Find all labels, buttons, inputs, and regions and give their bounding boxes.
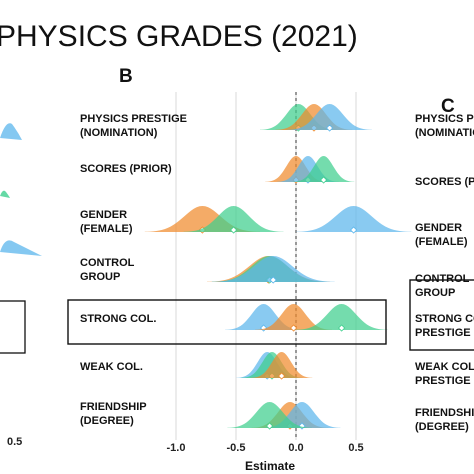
row-label-3: CONTROL GROUP	[80, 257, 135, 283]
row-label-line: STRONG COL.	[80, 313, 156, 325]
panel-c-label-0: PHYSICS PRESTIG (NOMINATIO	[415, 113, 474, 139]
row-label-line: GENDER	[80, 209, 127, 221]
row-label-line: CONTROL	[80, 257, 135, 269]
figure-title: PHYSICS GRADES (2021)	[0, 20, 358, 53]
row-label-1: SCORES (PRIOR)	[80, 163, 172, 175]
panel-c-label-line: CONTROL	[415, 273, 470, 285]
estimate-marker-2-green	[230, 226, 238, 234]
estimate-marker-2-blue	[350, 226, 358, 234]
left-density-blue-1	[0, 123, 22, 140]
row-label-line: (FEMALE)	[80, 223, 133, 235]
panel-c-label-line: PRESTIGE	[415, 327, 471, 339]
density-5-orange	[250, 352, 313, 378]
x-tick-label-2: 0.0	[288, 442, 303, 454]
panel-c-highlight-box	[409, 279, 474, 351]
row-label-2: GENDER (FEMALE)	[80, 209, 133, 235]
row-label-line: (NOMINATION)	[80, 127, 158, 139]
density-2-blue	[296, 206, 412, 232]
density-4-orange	[255, 304, 332, 330]
panel-c-label-6: FRIENDSHI (DEGREE)	[415, 407, 474, 433]
row-label-line: WEAK COL.	[80, 361, 143, 373]
row-label-line: GROUP	[80, 271, 120, 283]
density-4-green	[295, 304, 388, 330]
panel-c-label-line: STRONG CO	[415, 313, 474, 325]
x-tick-label-3: 0.5	[348, 442, 363, 454]
panel-c-label-1: SCORES (PRI	[415, 176, 474, 188]
x-axis-label: Estimate	[245, 459, 295, 473]
highlight-box	[67, 299, 387, 345]
density-1-green	[292, 156, 355, 182]
estimate-marker-4-green	[338, 324, 346, 332]
row-labels: PHYSICS PRESTIGE (NOMINATION) SCORES (PRIO…	[80, 113, 187, 427]
row-label-line: PHYSICS PRESTIGE	[80, 113, 187, 125]
row-label-6: FRIENDSHIP (DEGREE)	[80, 401, 147, 427]
left-panel: 0.5	[0, 123, 42, 448]
row-label-line: SCORES (PRIOR)	[80, 163, 172, 175]
estimate-marker-6-green	[266, 422, 274, 430]
estimate-marker-0-blue	[326, 124, 334, 132]
panel-c-label-line: GENDER	[415, 222, 462, 234]
left-density-blue-2	[0, 240, 42, 256]
row-label-line: (DEGREE)	[80, 415, 134, 427]
row-label-0: PHYSICS PRESTIGE (NOMINATION)	[80, 113, 187, 139]
panel-c-label-line: PRESTIGE	[415, 375, 471, 387]
panel-c-label-line: (NOMINATIO	[415, 127, 474, 139]
panel-c-label-line: (DEGREE)	[415, 421, 469, 433]
estimate-marker-3-blue	[269, 276, 277, 284]
density-2-green	[183, 206, 284, 232]
panel-label-c: C	[441, 96, 455, 117]
panel-c-label-line: PHYSICS PRESTIG	[415, 113, 474, 125]
panel-c-label-line: FRIENDSHI	[415, 407, 474, 419]
row-label-4: STRONG COL.	[80, 313, 156, 325]
row-label-line: FRIENDSHIP	[80, 401, 147, 413]
density-0-blue	[287, 104, 372, 130]
x-tick-label-0: -1.0	[167, 442, 186, 454]
panel-b: PHYSICS PRESTIGE (NOMINATION) SCORES (PRIO…	[67, 92, 412, 473]
panel-c-label-2: GENDER (FEMALE)	[415, 222, 468, 248]
estimate-marker-1-green	[320, 176, 328, 184]
gridlines	[175, 92, 357, 440]
panel-c-label-3: CONTROL GROUP	[415, 273, 470, 299]
x-axis: -1.0 -0.5 0.0 0.5	[167, 442, 364, 454]
panel-c-label-line: SCORES (PRI	[415, 176, 474, 188]
panel-c: PHYSICS PRESTIG (NOMINATIO SCORES (PRI GEND…	[415, 113, 474, 433]
panel-c-label-5: WEAK COL. PRESTIGE	[415, 361, 474, 387]
panel-label-b: B	[119, 66, 133, 87]
density-curves	[144, 104, 412, 430]
left-density-green-1	[0, 190, 10, 198]
estimate-marker-4-orange	[290, 324, 298, 332]
panel-c-label-line: (FEMALE)	[415, 236, 468, 248]
panel-c-label-line: GROUP	[415, 287, 455, 299]
estimate-marker-5-orange	[278, 372, 286, 380]
panel-c-label-line: WEAK COL.	[415, 361, 474, 373]
left-panel-highlight-box	[0, 300, 26, 354]
row-label-5: WEAK COL.	[80, 361, 143, 373]
panel-c-label-4: STRONG CO PRESTIGE	[415, 313, 474, 339]
density-6-green	[227, 402, 312, 428]
density-3-blue	[211, 256, 335, 282]
left-tick-label: 0.5	[7, 436, 22, 448]
x-tick-label-1: -0.5	[227, 442, 246, 454]
